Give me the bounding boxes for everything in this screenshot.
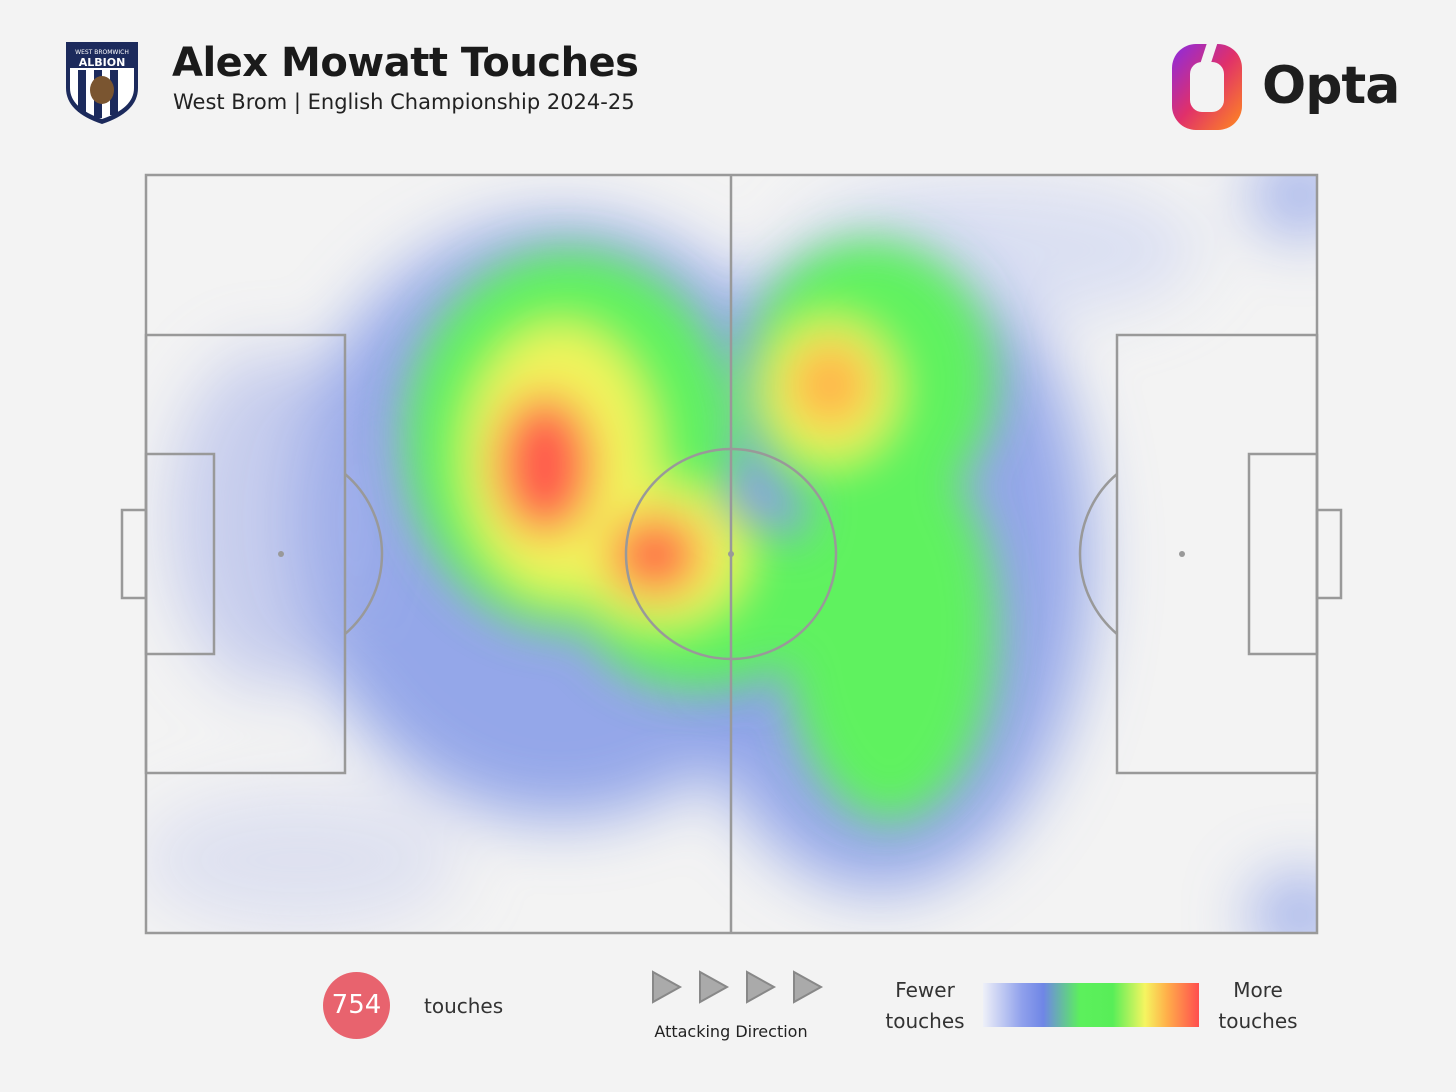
legend-bar [983, 983, 1199, 1027]
badge: WEST BROMWICH ALBION [66, 42, 138, 124]
touch-count: 754 [323, 972, 390, 1039]
heatmap [146, 175, 1317, 933]
direction-arrows [652, 970, 824, 1004]
opta-mark [1172, 39, 1242, 130]
pitch-lines [120, 173, 1343, 935]
legend-low: Fewer touches [885, 978, 965, 1033]
direction-label: Attacking Direction [654, 1022, 808, 1041]
badge-top: WEST BROMWICH [75, 49, 129, 56]
legend-high: More touches [1218, 978, 1298, 1033]
logo: Opta [1262, 56, 1400, 116]
touch-label: touches [424, 994, 504, 1018]
badge-name: ALBION [79, 56, 126, 69]
subtitle: West Brom | English Championship 2024-25 [173, 90, 635, 114]
title: Alex Mowatt Touches [172, 40, 639, 86]
